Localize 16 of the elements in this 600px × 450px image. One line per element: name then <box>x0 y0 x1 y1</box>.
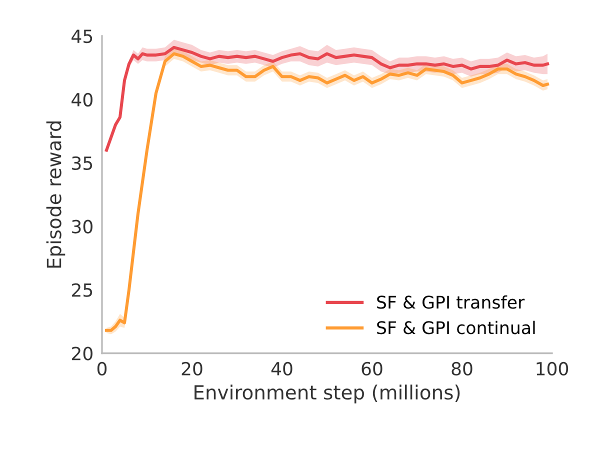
legend-label: SF & GPI transfer <box>377 295 525 309</box>
x-tick-label: 20 <box>182 362 202 376</box>
x-tick-label: 0 <box>97 362 107 376</box>
y-tick-label: 35 <box>72 156 92 170</box>
x-axis-title: Environment step (millions) <box>194 384 460 404</box>
y-tick-label: 20 <box>72 346 92 360</box>
y-tick-label: 25 <box>72 283 92 297</box>
legend-label: SF & GPI continual <box>377 320 535 334</box>
y-tick-label: 30 <box>72 220 92 234</box>
y-tick-label: 40 <box>72 92 92 107</box>
x-tick-label: 80 <box>452 362 472 376</box>
y-axis-title: Episode reward <box>46 121 66 268</box>
y-tick-label: 45 <box>72 30 92 44</box>
x-tick-label: 60 <box>362 362 382 376</box>
x-tick-label: 100 <box>536 362 568 376</box>
x-tick-label: 40 <box>271 362 292 376</box>
